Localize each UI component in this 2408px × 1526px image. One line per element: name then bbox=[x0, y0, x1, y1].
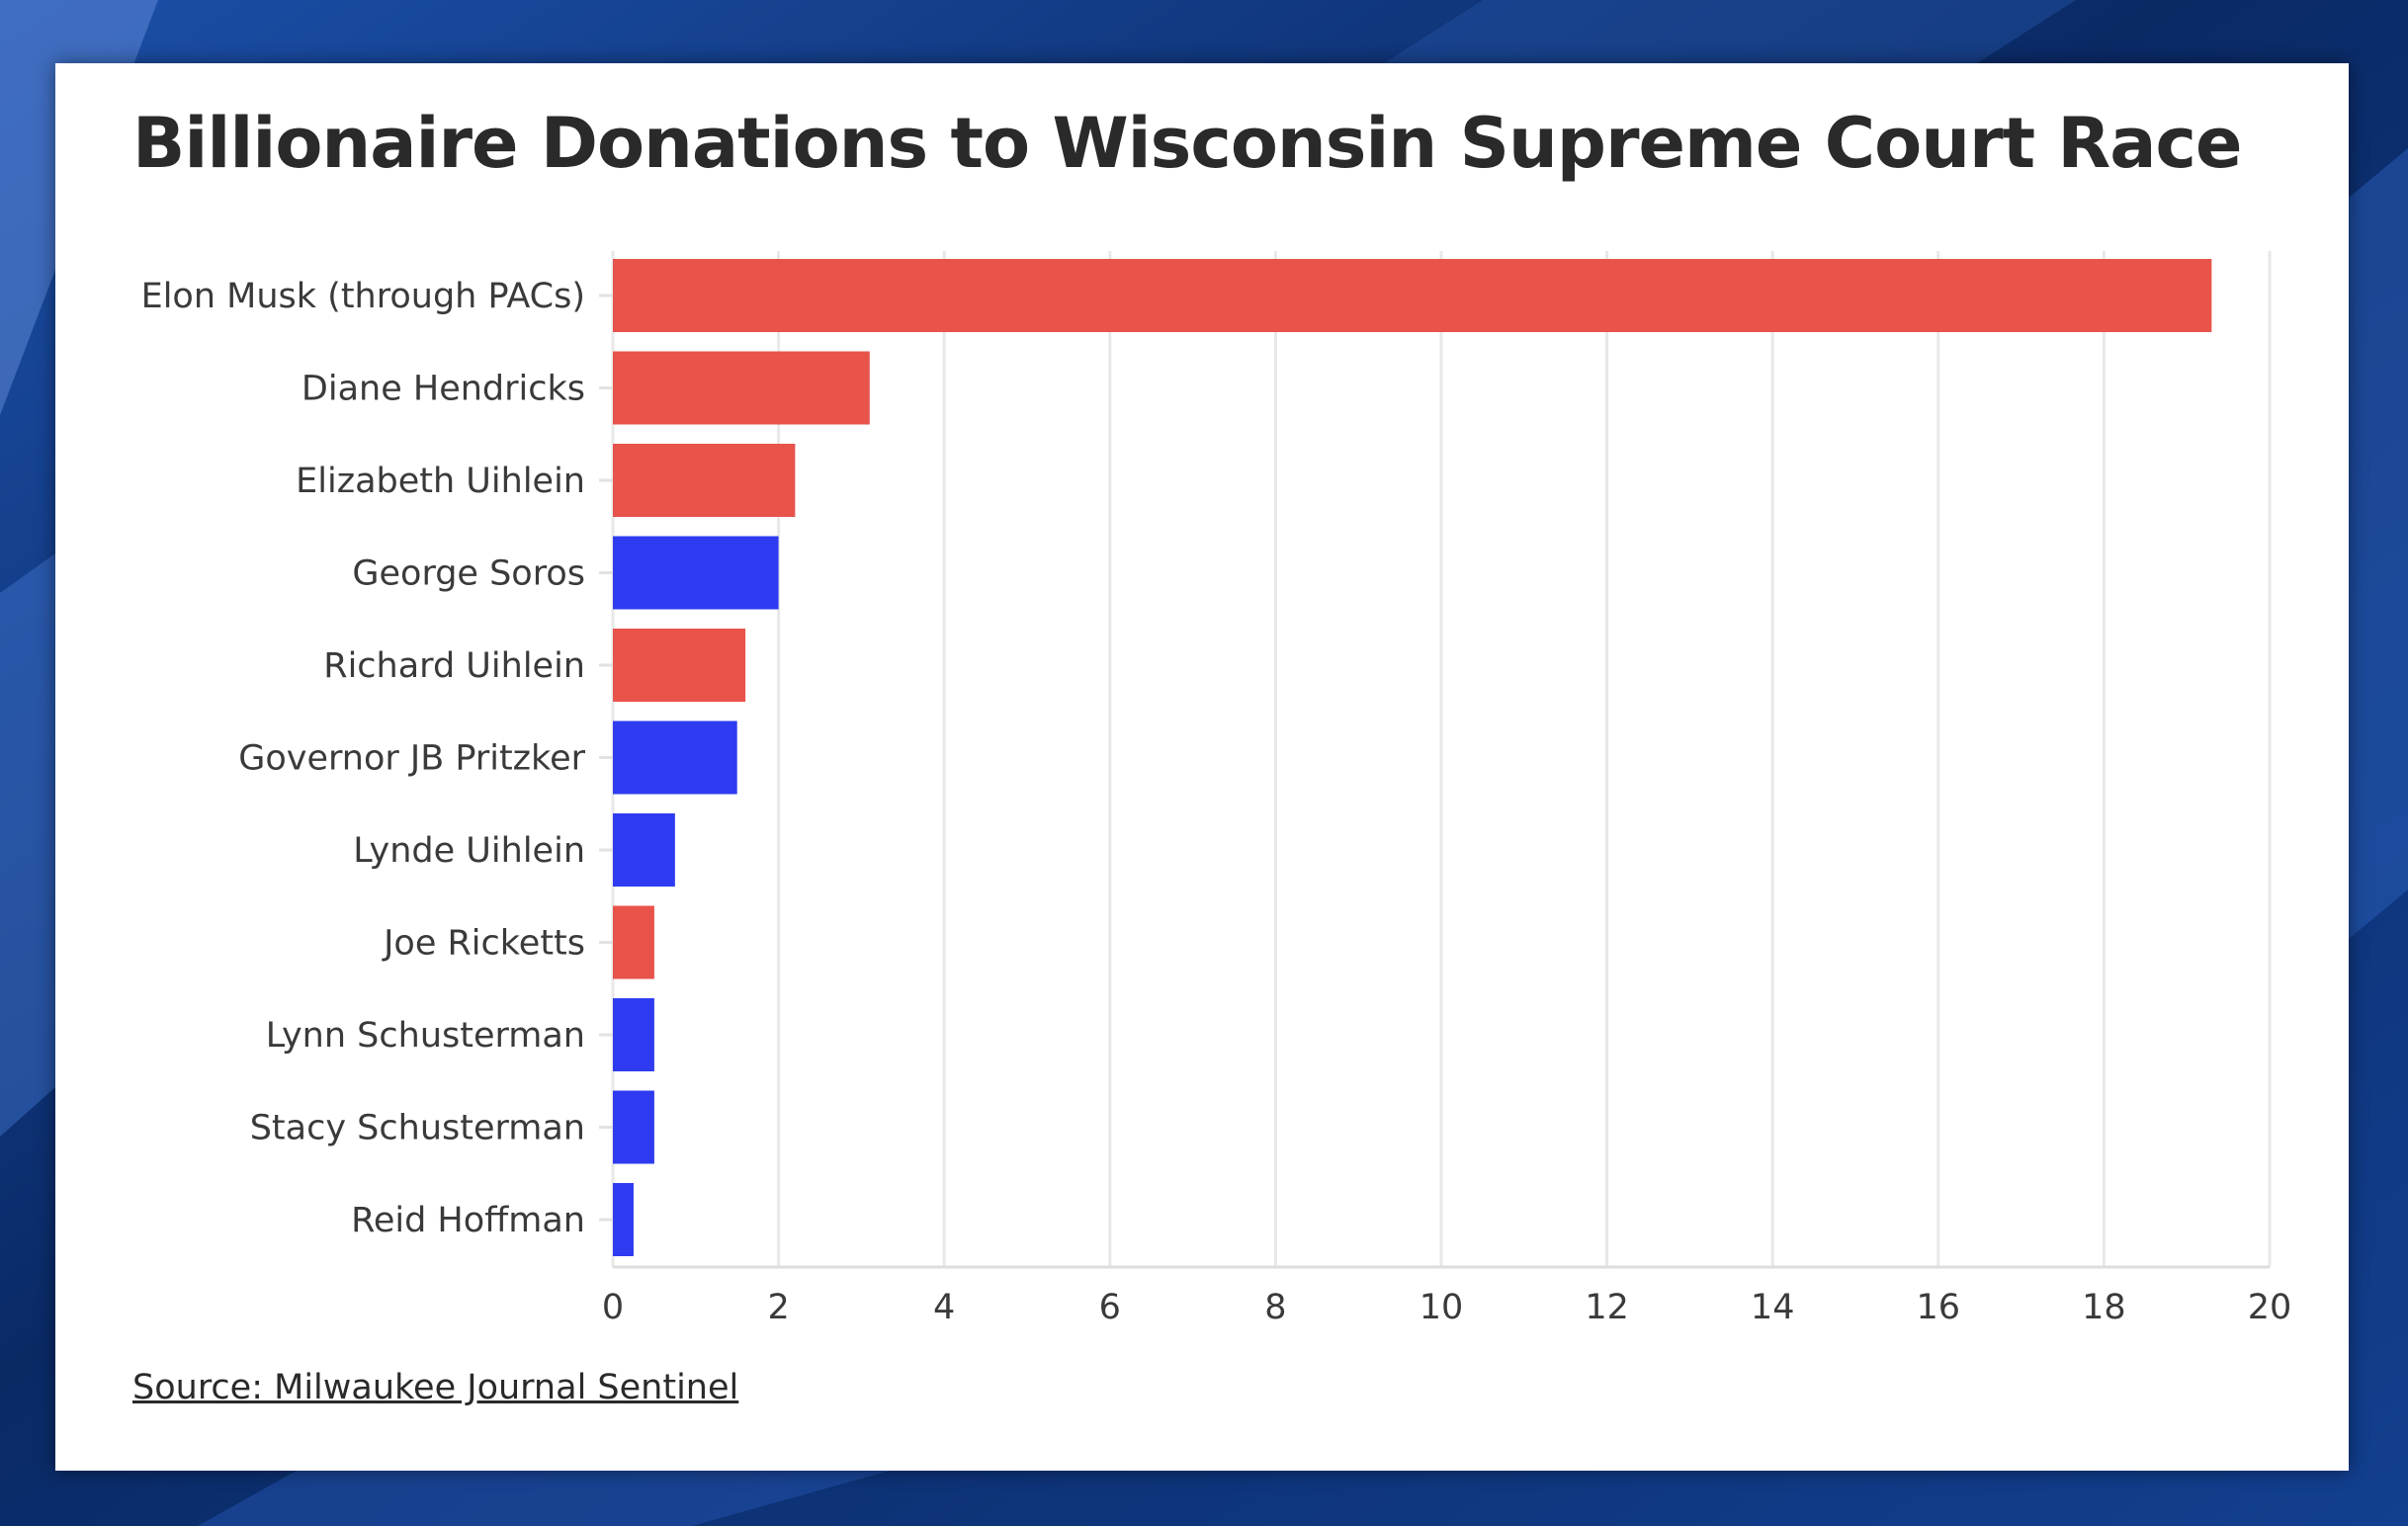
category-label: Elizabeth Uihlein bbox=[296, 462, 585, 501]
x-tick-label: 0 bbox=[602, 1288, 624, 1327]
chart-card: Billionaire Donations to Wisconsin Supre… bbox=[55, 63, 2349, 1471]
source-link[interactable]: Source: Milwaukee Journal Sentinel bbox=[132, 1368, 739, 1407]
category-label: Lynde Uihlein bbox=[353, 831, 585, 871]
category-label: Lynn Schusterman bbox=[266, 1016, 585, 1056]
x-tick-label: 12 bbox=[1585, 1288, 1629, 1327]
x-tick-label: 20 bbox=[2248, 1288, 2292, 1327]
category-label: George Soros bbox=[352, 554, 585, 594]
category-label: Governor JB Pritzker bbox=[238, 739, 585, 779]
bar bbox=[613, 1183, 634, 1256]
bar bbox=[613, 1090, 654, 1164]
category-label: Joe Ricketts bbox=[382, 924, 585, 964]
chart-title: Billionaire Donations to Wisconsin Supre… bbox=[132, 103, 2243, 184]
x-tick-label: 14 bbox=[1751, 1288, 1795, 1327]
bar bbox=[613, 629, 746, 702]
bar bbox=[613, 813, 675, 887]
bar-chart: 0 2 4 6 8 10 12 14 16 18 20 Elon Musk (through PACs… bbox=[141, 251, 2292, 1327]
bar bbox=[613, 259, 2212, 332]
category-label: Stacy Schusterman bbox=[250, 1109, 585, 1148]
bar bbox=[613, 444, 796, 517]
x-tick-label: 16 bbox=[1917, 1288, 1961, 1327]
x-tick-label: 18 bbox=[2082, 1288, 2126, 1327]
bar bbox=[613, 905, 654, 979]
category-label: Richard Uihlein bbox=[323, 646, 585, 686]
x-tick-label: 10 bbox=[1419, 1288, 1464, 1327]
bar bbox=[613, 351, 870, 425]
bar bbox=[613, 536, 779, 610]
category-label: Reid Hoffman bbox=[351, 1201, 585, 1240]
x-tick-label: 4 bbox=[933, 1288, 955, 1327]
x-tick-label: 8 bbox=[1264, 1288, 1286, 1327]
bar bbox=[613, 998, 654, 1071]
bar bbox=[613, 721, 737, 795]
category-label: Diane Hendricks bbox=[301, 370, 585, 409]
category-label: Elon Musk (through PACs) bbox=[141, 277, 585, 316]
x-tick-label: 2 bbox=[767, 1288, 789, 1327]
x-tick-label: 6 bbox=[1099, 1288, 1121, 1327]
